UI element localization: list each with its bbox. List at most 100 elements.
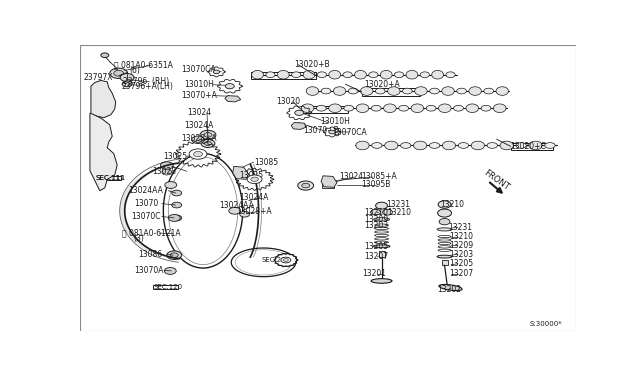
- Text: SEC.120: SEC.120: [154, 284, 183, 290]
- Ellipse shape: [388, 87, 400, 95]
- Text: 13020+A: 13020+A: [364, 80, 399, 89]
- Circle shape: [371, 209, 381, 215]
- Bar: [154, 285, 178, 289]
- Ellipse shape: [277, 70, 289, 79]
- Ellipse shape: [316, 105, 326, 111]
- Ellipse shape: [496, 87, 509, 95]
- Circle shape: [110, 68, 127, 78]
- Ellipse shape: [344, 105, 354, 111]
- Ellipse shape: [413, 141, 427, 150]
- Bar: [251, 72, 316, 79]
- Ellipse shape: [437, 228, 452, 231]
- Circle shape: [193, 151, 202, 157]
- Text: 13207: 13207: [364, 251, 388, 260]
- Circle shape: [225, 84, 234, 89]
- Circle shape: [205, 141, 211, 145]
- Text: 13070A: 13070A: [134, 266, 164, 275]
- Ellipse shape: [429, 142, 440, 148]
- Text: 13202: 13202: [437, 285, 461, 294]
- Text: S:30000*: S:30000*: [529, 321, 562, 327]
- Text: 13210: 13210: [388, 208, 412, 217]
- Text: 13201: 13201: [362, 269, 386, 278]
- Circle shape: [191, 136, 205, 144]
- Ellipse shape: [545, 142, 555, 148]
- Circle shape: [101, 53, 109, 58]
- Polygon shape: [225, 96, 241, 102]
- Text: 13025: 13025: [163, 152, 188, 161]
- Text: Ⓑ 081A0-6351A: Ⓑ 081A0-6351A: [114, 60, 173, 69]
- Text: 13085+A: 13085+A: [361, 173, 397, 182]
- Ellipse shape: [432, 70, 444, 79]
- Circle shape: [275, 254, 297, 266]
- Ellipse shape: [481, 105, 491, 111]
- Ellipse shape: [301, 104, 314, 112]
- Text: 13070+A: 13070+A: [181, 91, 217, 100]
- Text: 13210: 13210: [364, 208, 388, 217]
- Text: 13024AA: 13024AA: [219, 201, 253, 209]
- Polygon shape: [90, 113, 117, 191]
- Bar: [322, 183, 335, 188]
- Bar: [95, 176, 121, 180]
- Text: 13070CA: 13070CA: [332, 128, 367, 137]
- Circle shape: [165, 182, 177, 189]
- Text: 13203: 13203: [449, 250, 473, 259]
- Ellipse shape: [372, 142, 382, 148]
- Ellipse shape: [371, 279, 392, 283]
- Circle shape: [301, 183, 310, 188]
- Ellipse shape: [369, 72, 378, 78]
- Text: 23796+A(LH): 23796+A(LH): [122, 82, 173, 91]
- Ellipse shape: [516, 142, 526, 148]
- Circle shape: [284, 259, 289, 262]
- Polygon shape: [321, 176, 337, 187]
- Circle shape: [281, 257, 291, 263]
- Ellipse shape: [471, 141, 484, 150]
- Text: SEC.210: SEC.210: [262, 257, 291, 263]
- Ellipse shape: [437, 255, 452, 258]
- Text: 13085: 13085: [255, 158, 278, 167]
- Text: 13070CA: 13070CA: [182, 65, 216, 74]
- Circle shape: [120, 74, 134, 81]
- Polygon shape: [91, 80, 116, 118]
- Circle shape: [201, 140, 215, 147]
- Ellipse shape: [442, 87, 454, 95]
- Ellipse shape: [454, 105, 463, 111]
- Text: 13070C: 13070C: [132, 212, 161, 221]
- Text: 13209: 13209: [449, 241, 473, 250]
- Ellipse shape: [438, 104, 451, 112]
- Bar: [362, 89, 420, 96]
- Text: 13231: 13231: [387, 200, 410, 209]
- Ellipse shape: [380, 70, 392, 79]
- Text: 13024: 13024: [188, 108, 212, 117]
- Circle shape: [122, 81, 132, 87]
- Ellipse shape: [420, 72, 429, 78]
- Ellipse shape: [446, 72, 455, 78]
- Ellipse shape: [411, 104, 424, 112]
- Circle shape: [383, 209, 392, 215]
- Circle shape: [240, 211, 250, 217]
- Ellipse shape: [356, 141, 369, 150]
- Text: 23796  (RH): 23796 (RH): [123, 77, 169, 86]
- Ellipse shape: [487, 142, 497, 148]
- Ellipse shape: [374, 218, 390, 221]
- Ellipse shape: [442, 141, 456, 150]
- Circle shape: [439, 218, 450, 225]
- Circle shape: [329, 130, 335, 134]
- Polygon shape: [233, 166, 249, 179]
- Text: 13010H: 13010H: [320, 118, 350, 126]
- Text: 23797X: 23797X: [84, 73, 113, 82]
- Bar: [442, 260, 447, 265]
- Text: 13020: 13020: [276, 97, 300, 106]
- Ellipse shape: [333, 87, 346, 95]
- Ellipse shape: [399, 105, 408, 111]
- Circle shape: [247, 175, 262, 183]
- Ellipse shape: [343, 72, 352, 78]
- Ellipse shape: [439, 285, 462, 291]
- Ellipse shape: [406, 70, 418, 79]
- Ellipse shape: [303, 70, 315, 79]
- Ellipse shape: [466, 104, 479, 112]
- Ellipse shape: [291, 72, 301, 78]
- Circle shape: [114, 70, 124, 76]
- Circle shape: [251, 177, 259, 182]
- Text: 13028+A: 13028+A: [236, 207, 272, 216]
- Text: 13024A: 13024A: [239, 193, 268, 202]
